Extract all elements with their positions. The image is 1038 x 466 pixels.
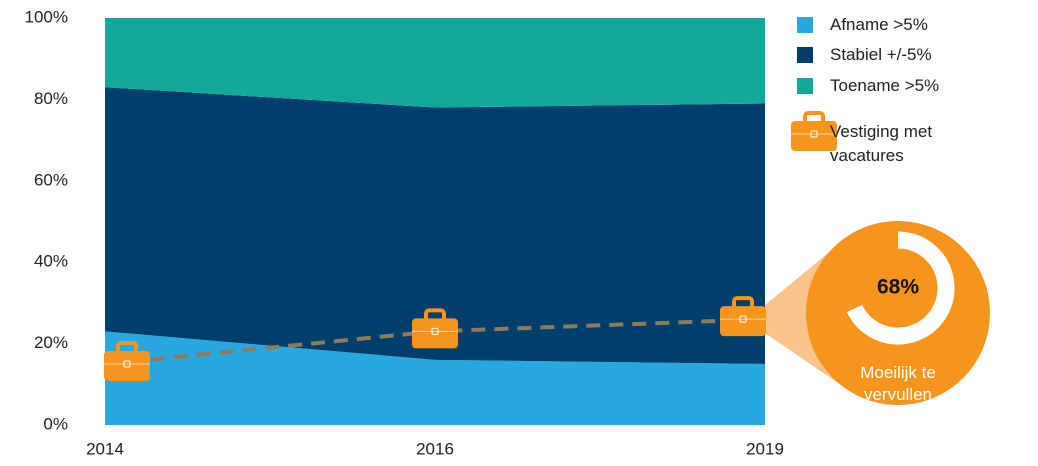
legend-swatch [797,78,813,94]
legend-label: Afname >5% [830,15,928,34]
area [105,331,765,425]
legend-label: Toename >5% [830,76,940,95]
y-tick-label: 0% [43,414,68,433]
briefcase-lock [810,130,818,138]
callout-value: 68% [877,276,919,299]
callout-text: Moeilijk te vervullen [860,363,936,404]
legend-label: Stabiel +/-5% [830,45,932,64]
legend-swatch [797,17,813,33]
y-tick-label: 20% [34,333,68,352]
briefcase-lock [123,360,131,368]
briefcase-body [104,350,150,381]
x-tick-label: 2014 [86,439,124,458]
x-tick-label: 2016 [416,439,454,458]
area [105,87,765,364]
y-tick-label: 100% [25,7,68,26]
briefcase-body [791,121,837,151]
x-tick-label: 2019 [746,439,784,458]
donut-arc [846,231,955,345]
briefcase-body [412,318,458,349]
marker [720,296,766,337]
legend-label: Vestiging met vacatures [830,122,933,165]
legend-swatch [797,47,813,63]
y-tick-label: 40% [34,252,68,271]
legend-icon [791,111,837,151]
briefcase-body [720,306,766,337]
y-tick-label: 80% [34,89,68,108]
marker [104,340,150,381]
marker [412,308,458,349]
y-tick-label: 60% [34,170,68,189]
area [105,18,765,108]
briefcase-lock [431,327,439,335]
briefcase-lock [739,315,747,323]
